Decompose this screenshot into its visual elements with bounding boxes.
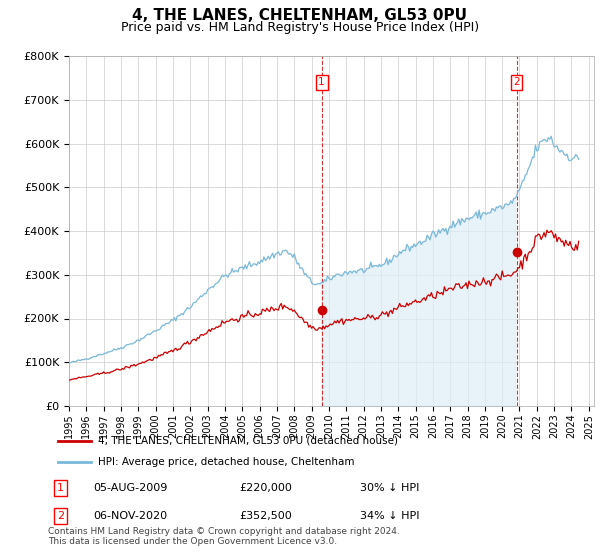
Text: Price paid vs. HM Land Registry's House Price Index (HPI): Price paid vs. HM Land Registry's House … bbox=[121, 21, 479, 34]
Text: 4, THE LANES, CHELTENHAM, GL53 0PU (detached house): 4, THE LANES, CHELTENHAM, GL53 0PU (deta… bbox=[98, 436, 398, 446]
Text: £352,500: £352,500 bbox=[239, 511, 292, 521]
Text: 06-NOV-2020: 06-NOV-2020 bbox=[94, 511, 167, 521]
Text: 4, THE LANES, CHELTENHAM, GL53 0PU: 4, THE LANES, CHELTENHAM, GL53 0PU bbox=[133, 8, 467, 24]
Text: 34% ↓ HPI: 34% ↓ HPI bbox=[361, 511, 420, 521]
Text: 2: 2 bbox=[513, 77, 520, 87]
Text: HPI: Average price, detached house, Cheltenham: HPI: Average price, detached house, Chel… bbox=[98, 457, 355, 467]
Text: 1: 1 bbox=[57, 483, 64, 493]
Text: Contains HM Land Registry data © Crown copyright and database right 2024.
This d: Contains HM Land Registry data © Crown c… bbox=[48, 526, 400, 546]
Text: 2: 2 bbox=[57, 511, 64, 521]
Text: £220,000: £220,000 bbox=[239, 483, 292, 493]
Text: 30% ↓ HPI: 30% ↓ HPI bbox=[361, 483, 420, 493]
Text: 05-AUG-2009: 05-AUG-2009 bbox=[94, 483, 168, 493]
Text: 1: 1 bbox=[319, 77, 325, 87]
